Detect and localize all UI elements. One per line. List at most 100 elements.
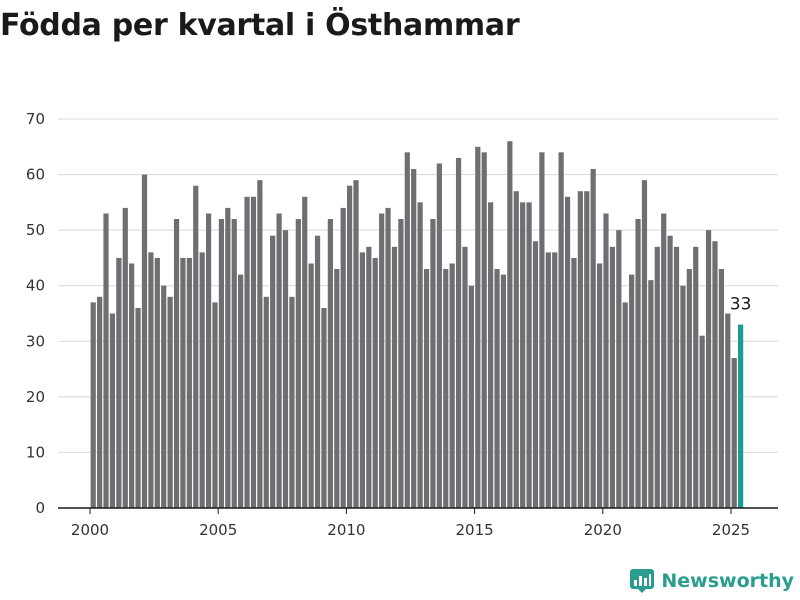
bar [385,207,391,508]
y-tick-label: 70 [26,110,45,128]
bar [564,196,571,509]
data-labels: 33 [730,295,752,315]
bar [225,207,231,508]
bar [391,246,398,508]
bar [276,213,282,508]
y-tick-label: 40 [26,277,45,295]
bar [718,269,724,508]
bar [135,307,141,508]
bar [539,152,545,508]
bar [417,202,423,509]
newsworthy-brand: Newsworthy [629,568,794,594]
bar [282,230,289,508]
bar [109,313,116,508]
x-axis: 2000 2005 2010 2015 2020 2025 [58,507,778,539]
bar [398,219,404,508]
bar-value-label: 33 [730,295,752,315]
bar [340,207,346,508]
bar [648,280,654,508]
bar [308,263,314,508]
bar [116,257,122,508]
bar [379,213,385,508]
y-tick-label: 0 [35,499,45,517]
bar [699,335,705,508]
y-tick-label: 10 [26,443,45,461]
bar [327,219,333,508]
bar [641,180,648,508]
bar [513,191,519,509]
bar [411,169,417,508]
bar [263,296,269,508]
bar [199,252,205,508]
bar-highlight [738,324,744,508]
bar [558,152,564,508]
bar [302,196,308,509]
bar [238,274,244,508]
bar [661,213,667,508]
bar [532,241,539,508]
bar [161,285,167,508]
bar [488,202,494,509]
bar [616,230,622,508]
bars [90,141,744,509]
bar [686,269,692,508]
bar [173,219,180,508]
bar [129,263,135,508]
bar [103,213,109,508]
bar [423,269,430,508]
bar [673,246,680,508]
x-tick-label: 2025 [712,521,750,539]
bar [577,191,583,509]
bar [571,257,577,508]
bar [500,274,507,508]
x-tick-label: 2020 [584,521,622,539]
bar [462,246,468,508]
bar [731,357,737,508]
bar [590,169,596,508]
bar [122,207,128,508]
bar [218,219,225,508]
bar [193,185,199,508]
bar [680,285,686,508]
bar [148,252,154,508]
bar [334,269,340,508]
y-axis-tick-labels: 0 10 20 30 40 50 60 70 [26,110,45,517]
bar [205,213,212,508]
bar [475,146,481,509]
bar [90,302,96,508]
bar [430,219,436,508]
bar [705,230,712,508]
bar [603,213,609,508]
bar [180,257,186,508]
bar [186,257,192,508]
y-tick-label: 20 [26,388,45,406]
bar [314,235,321,508]
x-tick-label: 2015 [456,521,494,539]
bar [507,141,513,509]
bar [231,219,237,508]
bar [97,296,103,508]
bar [443,269,449,508]
bar [257,180,263,508]
bar [295,219,301,508]
bar [167,296,173,508]
bar [366,246,372,508]
bar [597,263,603,508]
bar [244,196,250,509]
bar [353,180,359,508]
bar [622,302,628,508]
x-tick-label: 2000 [71,521,109,539]
newsworthy-logo-icon [630,569,655,593]
bar [481,152,487,508]
bar [436,163,442,508]
bar [667,235,673,508]
bar [609,246,616,508]
x-tick-label: 2010 [327,521,365,539]
x-tick-label: 2005 [199,521,237,539]
bar [725,313,731,508]
bar [270,235,276,508]
bar [629,274,635,508]
bar [359,252,366,508]
bar [635,219,641,508]
